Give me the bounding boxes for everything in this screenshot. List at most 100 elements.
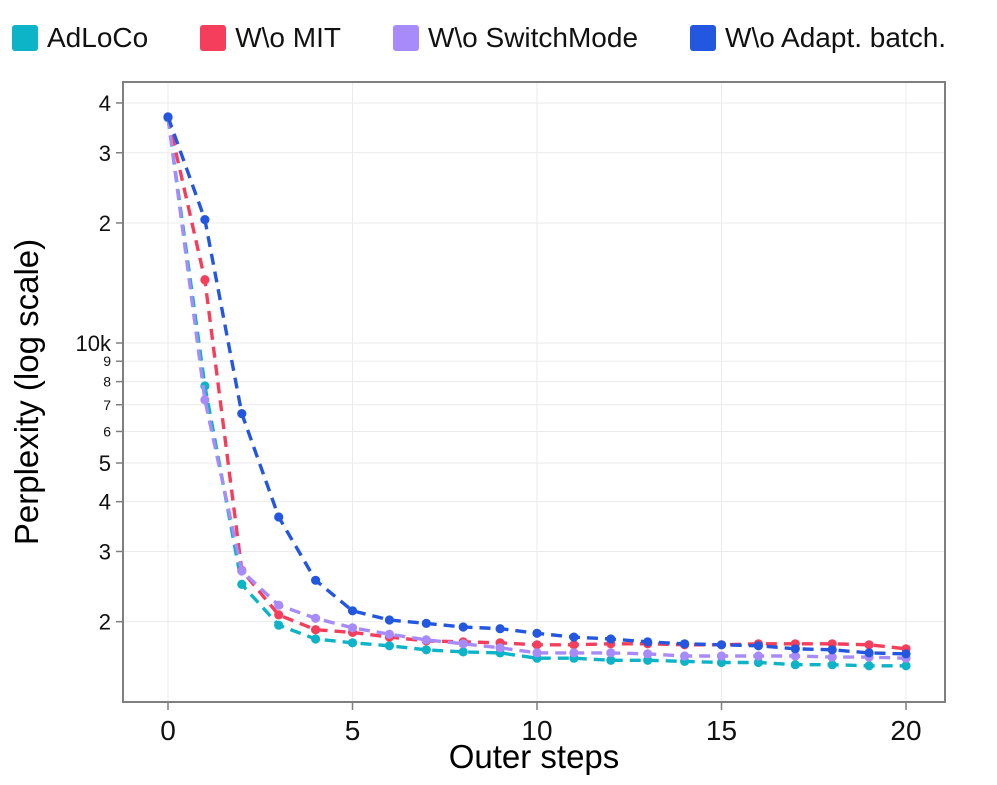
- data-point: [311, 625, 321, 635]
- data-point: [163, 112, 173, 122]
- y-axis-title: Perplexity (log scale): [8, 239, 45, 545]
- y-tick-label: 4: [99, 490, 111, 515]
- data-point: [274, 600, 284, 610]
- plot-frame: [122, 81, 946, 703]
- legend-label: AdLoCo: [47, 22, 149, 53]
- x-tick-label: 0: [160, 715, 176, 746]
- data-point: [311, 575, 321, 585]
- data-point: [421, 635, 431, 645]
- data-point: [200, 275, 210, 285]
- x-tick-label: 20: [890, 715, 921, 746]
- data-point: [532, 628, 542, 638]
- legend-label: W\o MIT: [235, 22, 341, 53]
- data-point: [421, 618, 431, 629]
- y-tick-label: 3: [99, 141, 111, 166]
- series-line-adloco: [166, 117, 906, 668]
- data-point: [643, 655, 653, 665]
- data-point: [864, 661, 874, 671]
- data-point: [716, 640, 727, 650]
- data-point: [864, 640, 874, 650]
- data-point: [827, 652, 837, 662]
- data-point: [458, 622, 468, 632]
- data-point: [569, 632, 579, 642]
- data-point: [311, 634, 321, 644]
- legend-label: W\o SwitchMode: [427, 22, 639, 53]
- y-tick-label: 2: [99, 211, 111, 236]
- data-point: [200, 395, 210, 405]
- data-point: [680, 651, 690, 661]
- data-point: [384, 629, 394, 639]
- data-point: [237, 566, 247, 576]
- data-series: [163, 112, 911, 671]
- data-point: [716, 657, 727, 668]
- chart-legend: AdLoCo W\o MIT W\o SwitchMode W\o Adapt. ba…: [12, 22, 946, 54]
- data-point: [790, 660, 800, 670]
- data-point: [901, 661, 911, 671]
- y-tick-label: 10k: [76, 331, 112, 356]
- data-point: [680, 639, 690, 649]
- legend-swatch: [200, 25, 227, 51]
- data-point: [274, 512, 284, 522]
- data-point: [716, 651, 727, 661]
- data-point: [643, 649, 653, 659]
- data-point: [569, 640, 579, 650]
- data-point: [606, 655, 616, 665]
- data-point: [421, 645, 431, 655]
- y-tick-label: 3: [99, 539, 111, 564]
- data-point: [311, 613, 321, 623]
- legend-item-w-o-mit: W\o MIT: [200, 22, 341, 54]
- legend-label: W\o Adapt. batch.: [725, 22, 947, 53]
- data-point: [495, 643, 505, 653]
- data-point: [347, 638, 358, 648]
- legend-swatch: [12, 25, 38, 51]
- y-tick-label: 4: [99, 91, 111, 116]
- data-point: [753, 651, 764, 661]
- data-point: [643, 637, 653, 647]
- data-point: [200, 215, 210, 225]
- data-point: [753, 657, 764, 668]
- series-markers-w-o-adapt-batch: [163, 112, 911, 659]
- y-tick-label: 7: [103, 397, 111, 413]
- data-point: [753, 641, 764, 651]
- legend-swatch: [690, 25, 717, 51]
- data-point: [532, 640, 542, 650]
- y-tick-label: 6: [103, 423, 111, 439]
- data-point: [495, 624, 505, 634]
- data-point: [458, 647, 468, 657]
- data-point: [864, 648, 874, 658]
- data-point: [274, 620, 284, 630]
- data-point: [237, 579, 247, 590]
- data-point: [606, 648, 616, 658]
- y-tick-label: 9: [103, 353, 111, 369]
- data-point: [384, 615, 394, 625]
- series-markers-w-o-switchmode: [163, 112, 911, 663]
- gridlines: [123, 82, 945, 702]
- y-tick-label: 8: [103, 374, 111, 390]
- x-tick-label: 10: [521, 715, 552, 746]
- data-point: [606, 634, 616, 644]
- series-markers-adloco: [163, 113, 911, 671]
- legend-item-adloco: AdLoCo: [12, 22, 148, 54]
- data-point: [827, 660, 837, 670]
- x-axis-title: Outer steps: [449, 738, 620, 775]
- legend-item-w-o-switchmode: W\o SwitchMode: [392, 22, 639, 54]
- series-line-w-o-switchmode: [166, 117, 907, 660]
- data-point: [274, 610, 284, 620]
- data-point: [237, 409, 247, 419]
- data-point: [827, 645, 837, 655]
- data-point: [532, 648, 542, 658]
- data-point: [790, 644, 800, 654]
- data-point: [901, 649, 911, 659]
- data-point: [347, 606, 358, 616]
- y-tick-label: 2: [99, 610, 111, 635]
- data-point: [790, 651, 800, 661]
- legend-swatch: [392, 25, 419, 51]
- x-tick-label: 5: [345, 715, 361, 746]
- x-tick-label: 15: [706, 715, 737, 746]
- data-point: [347, 623, 358, 633]
- legend-item-w-o-adapt-batch: W\o Adapt. batch.: [690, 22, 946, 54]
- y-tick-label: 5: [99, 451, 111, 476]
